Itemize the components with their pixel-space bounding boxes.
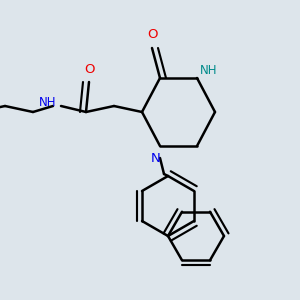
Text: N: N	[151, 152, 161, 164]
Text: NH: NH	[200, 64, 218, 77]
Text: O: O	[85, 62, 95, 76]
Text: O: O	[147, 28, 157, 41]
Text: NH: NH	[39, 95, 57, 109]
